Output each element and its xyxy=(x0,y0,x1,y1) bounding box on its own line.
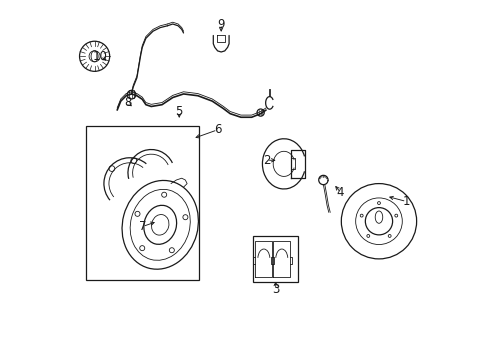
Bar xyxy=(86,126,199,280)
Bar xyxy=(253,235,298,282)
Text: 8: 8 xyxy=(124,96,131,109)
Text: 10: 10 xyxy=(93,50,107,63)
Text: 5: 5 xyxy=(175,105,183,118)
Text: 4: 4 xyxy=(336,186,344,199)
Text: 3: 3 xyxy=(271,283,279,296)
Text: 9: 9 xyxy=(217,18,224,31)
Text: 6: 6 xyxy=(213,123,221,136)
Text: 1: 1 xyxy=(402,195,409,208)
Text: 2: 2 xyxy=(263,154,270,167)
Text: 7: 7 xyxy=(138,220,146,233)
